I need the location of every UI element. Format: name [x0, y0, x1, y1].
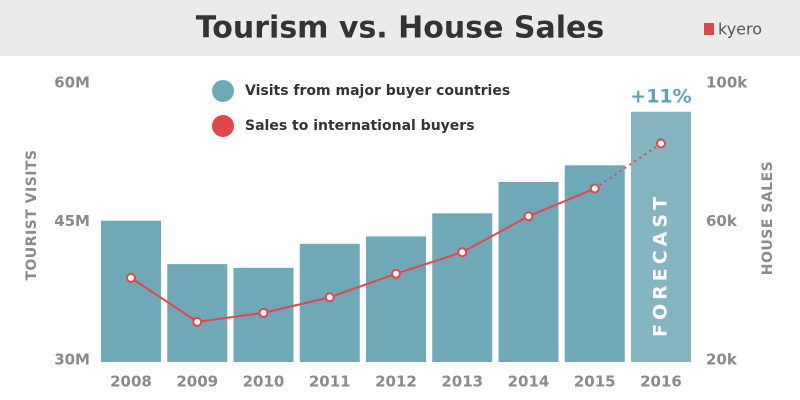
x-tick-label: 2009 [176, 373, 218, 391]
x-tick-label: 2012 [375, 373, 417, 391]
bar [564, 165, 625, 362]
bar [432, 213, 493, 362]
y2-tick-label: 60k [706, 212, 738, 230]
line-point [656, 138, 666, 149]
y-tick-label: 30M [54, 351, 90, 369]
legend-marker [212, 115, 234, 137]
y-axis-title: TOURIST VISITS [24, 149, 40, 280]
logo: kyero [718, 20, 762, 39]
x-tick-label: 2016 [640, 373, 682, 391]
legend-marker [212, 80, 234, 102]
logo-icon [704, 23, 714, 35]
line-point [589, 183, 600, 194]
line-point [457, 247, 468, 258]
line [130, 187, 596, 323]
x-tick-label: 2015 [574, 373, 616, 391]
line-point [523, 211, 534, 222]
y2-tick-label: 100k [706, 74, 748, 92]
x-tick-label: 2008 [110, 373, 152, 391]
line-point [391, 268, 401, 279]
y-tick-label: 45M [54, 212, 90, 230]
legend-label: Sales to international buyers [245, 118, 475, 134]
annotation: +11% [630, 86, 691, 108]
bar [631, 111, 691, 362]
line-point [126, 272, 136, 283]
chart-title: Tourism vs. House Sales [196, 11, 604, 46]
x-tick-label: 2011 [309, 373, 351, 391]
bar [167, 264, 228, 362]
header-band [0, 0, 800, 56]
x-tick-label: 2014 [508, 373, 550, 391]
line [594, 142, 662, 190]
y2-axis-title: HOUSE SALES [760, 161, 776, 276]
line-point [258, 307, 269, 318]
line-point [192, 316, 203, 327]
legend-label: Visits from major buyer countries [245, 83, 510, 99]
x-tick-label: 2010 [243, 373, 285, 391]
x-tick-label: 2013 [441, 373, 483, 391]
bar [498, 181, 559, 362]
line-point [324, 292, 335, 303]
annotation: FORECAST [650, 193, 672, 337]
y2-tick-label: 20k [706, 351, 738, 369]
y-tick-label: 60M [54, 74, 90, 92]
bar [366, 236, 426, 362]
